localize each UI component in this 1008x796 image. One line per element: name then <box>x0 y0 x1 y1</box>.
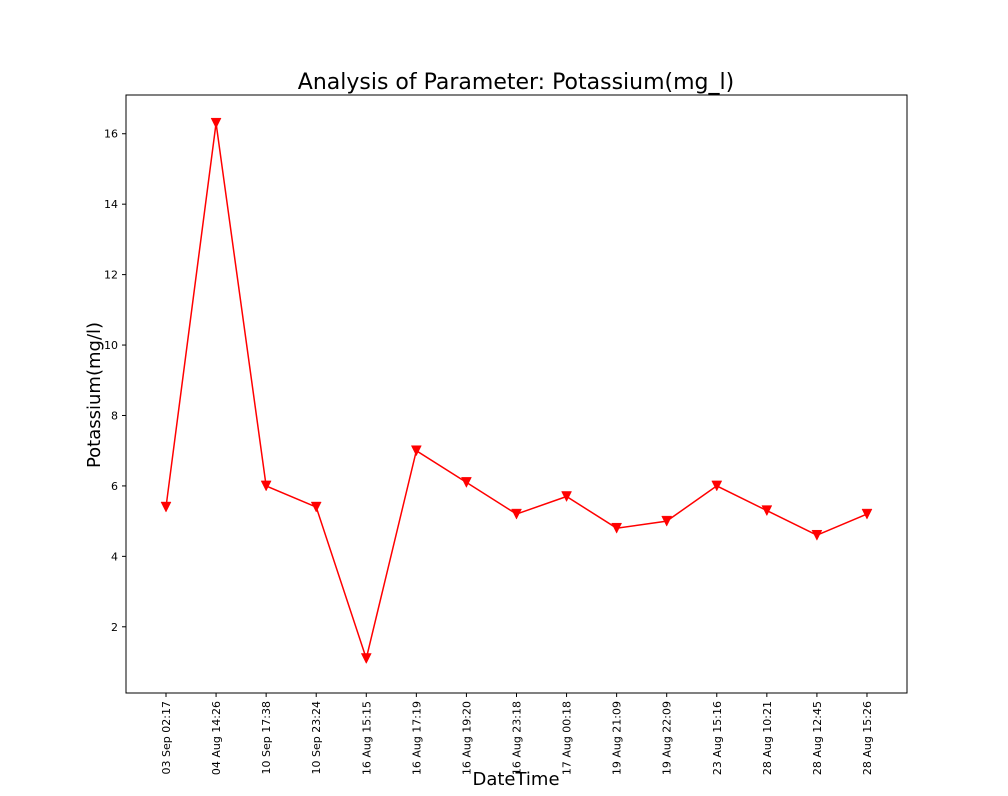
y-tick-label: 16 <box>104 128 118 141</box>
data-point-marker <box>260 480 272 492</box>
data-point-marker <box>210 117 222 129</box>
x-tick-label: 10 Sep 23:24 <box>310 701 323 774</box>
data-point-marker <box>360 653 372 665</box>
data-point-marker <box>461 477 472 488</box>
data-point-marker <box>410 445 422 457</box>
x-tick-label: 10 Sep 17:38 <box>260 701 273 774</box>
x-tick-label: 04 Aug 14:26 <box>210 701 223 775</box>
data-point-marker <box>511 508 522 520</box>
chart-title: Analysis of Parameter: Potassium(mg_l) <box>298 70 734 95</box>
y-tick-label: 10 <box>104 339 118 352</box>
y-tick-label: 12 <box>104 269 118 282</box>
data-point-marker <box>811 529 823 541</box>
x-tick-label: 28 Aug 10:21 <box>761 701 774 775</box>
x-tick-label: 16 Aug 19:20 <box>460 701 473 775</box>
x-tick-label: 03 Sep 02:17 <box>160 701 173 774</box>
data-point-marker <box>611 522 623 534</box>
x-tick-label: 16 Aug 23:18 <box>510 701 523 775</box>
y-tick-label: 8 <box>111 409 118 422</box>
y-tick-label: 14 <box>104 198 118 211</box>
data-point-marker <box>861 508 873 520</box>
x-tick-label: 16 Aug 17:19 <box>410 701 423 775</box>
data-point-marker <box>711 480 723 492</box>
x-tick-label: 23 Aug 15:16 <box>711 701 724 775</box>
plot-area <box>125 94 908 694</box>
x-tick-label: 28 Aug 12:45 <box>811 701 824 775</box>
y-axis: 2 4 6 8 10 12 14 16 <box>104 128 126 634</box>
y-tick-label: 6 <box>111 480 118 493</box>
x-axis: 03 Sep 02:17 04 Aug 14:26 10 Sep 17:38 10 S… <box>160 693 874 775</box>
x-axis-label: DateTime <box>472 769 559 790</box>
data-point-marker <box>160 501 172 513</box>
x-tick-label: 19 Aug 22:09 <box>661 701 674 775</box>
data-point-marker <box>661 515 673 527</box>
x-tick-label: 17 Aug 00:18 <box>561 701 574 775</box>
y-tick-label: 4 <box>111 550 118 563</box>
series-layer <box>160 117 873 665</box>
x-tick-label: 28 Aug 15:26 <box>861 701 874 775</box>
data-point-marker <box>310 501 322 513</box>
x-tick-label: 16 Aug 15:15 <box>360 701 373 775</box>
y-tick-label: 2 <box>111 621 118 634</box>
y-axis-label: Potassium(mg/l) <box>84 322 105 468</box>
x-tick-label: 19 Aug 21:09 <box>611 701 624 775</box>
data-point-marker <box>761 505 773 517</box>
data-point-marker <box>561 491 572 503</box>
